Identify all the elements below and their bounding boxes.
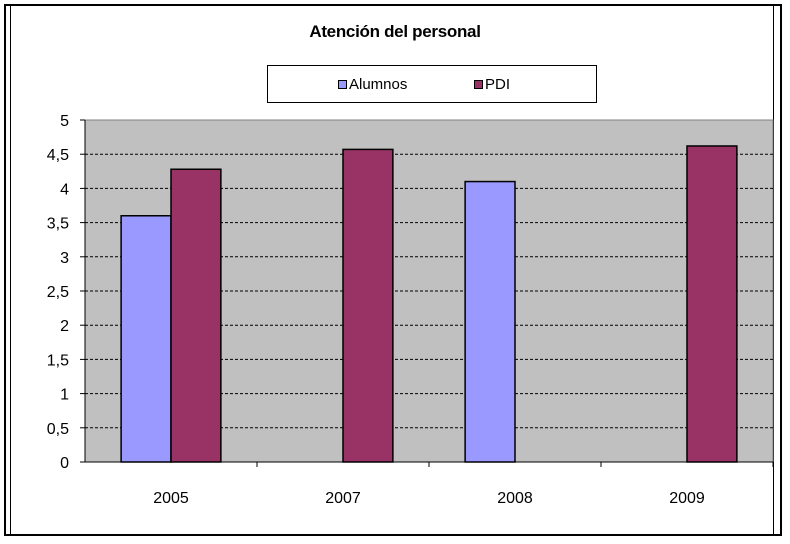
legend-swatch-alumnos — [338, 80, 347, 89]
y-tick-label: 3 — [60, 250, 69, 267]
y-tick-label: 2 — [60, 318, 69, 335]
y-tick-label: 0 — [60, 455, 69, 472]
bar-alumnos-2008 — [464, 180, 516, 463]
bar-pdi-2009 — [686, 145, 738, 463]
y-tick-label: 2,5 — [47, 284, 69, 301]
y-tick-label: 3,5 — [47, 216, 69, 233]
y-tick-label: 0,5 — [47, 421, 69, 438]
bar-alumnos-2005 — [120, 215, 172, 463]
x-tick-label: 2009 — [669, 490, 705, 507]
y-tick-label: 1,5 — [47, 352, 69, 369]
x-tick-label: 2008 — [497, 490, 533, 507]
legend-swatch-pdi — [474, 80, 483, 89]
y-tick-label: 4,5 — [47, 147, 69, 164]
x-tick-label: 2005 — [153, 490, 189, 507]
legend-label-alumnos: Alumnos — [349, 76, 408, 93]
y-tick-label: 4 — [60, 181, 69, 198]
y-tick-label: 1 — [60, 387, 69, 404]
y-tick-label: 5 — [60, 113, 69, 130]
legend-item-pdi: PDI — [474, 76, 510, 93]
chart-legend: Alumnos PDI — [267, 65, 597, 103]
chart-title: Atención del personal — [309, 22, 481, 41]
x-tick-label: 2007 — [325, 490, 361, 507]
legend-item-alumnos: Alumnos — [338, 76, 407, 93]
legend-label-pdi: PDI — [485, 76, 511, 93]
bar-pdi-2007 — [342, 148, 394, 463]
bar-pdi-2005 — [170, 168, 222, 463]
